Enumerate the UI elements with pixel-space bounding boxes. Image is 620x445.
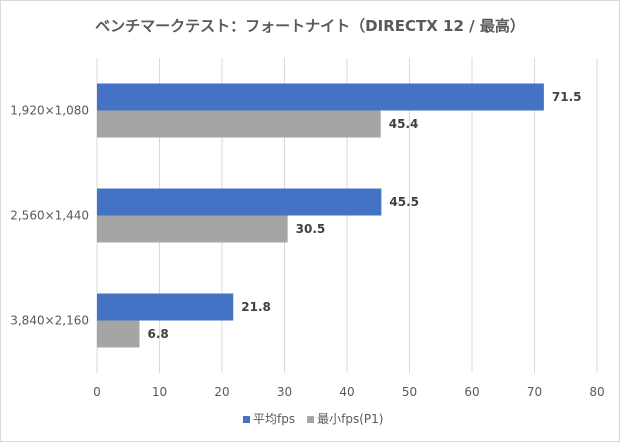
y-axis-categories: 1,920×1,080 2,560×1,440 3,840×2,160 xyxy=(10,104,89,328)
bar-min-fps xyxy=(97,320,140,348)
x-tick-label: 20 xyxy=(214,385,229,399)
x-tick-label: 80 xyxy=(589,385,604,399)
data-label: 71.5 xyxy=(552,90,582,104)
x-axis-ticks: 0 10 20 30 40 50 60 70 80 xyxy=(93,385,604,399)
y-category-label: 3,840×2,160 xyxy=(10,314,89,328)
legend-swatch xyxy=(307,416,315,423)
x-tick-label: 60 xyxy=(464,385,479,399)
legend-label: 最小fps(P1) xyxy=(317,412,383,426)
chart-title: ベンチマークテスト：フォートナイト（DIRECTX 12 / 最高） xyxy=(95,17,525,35)
x-tick-label: 70 xyxy=(527,385,542,399)
bar-min-fps xyxy=(97,110,381,138)
bar-min-fps xyxy=(97,215,288,243)
legend-swatch xyxy=(243,416,250,423)
bars: 71.5 45.4 45.5 30.5 21.8 6.8 xyxy=(97,83,582,348)
data-label: 30.5 xyxy=(296,222,326,236)
data-label: 6.8 xyxy=(148,327,169,341)
x-tick-label: 40 xyxy=(339,385,354,399)
bar-avg-fps xyxy=(97,83,544,111)
bar-avg-fps xyxy=(97,188,382,216)
x-tick-label: 50 xyxy=(402,385,417,399)
x-tick-label: 30 xyxy=(277,385,292,399)
x-tick-label: 0 xyxy=(93,385,101,399)
y-category-label: 2,560×1,440 xyxy=(10,209,89,223)
legend: 平均fps 最小fps(P1) xyxy=(243,412,383,426)
x-tick-label: 10 xyxy=(152,385,167,399)
bar-avg-fps xyxy=(97,293,234,321)
data-label: 21.8 xyxy=(241,300,271,314)
data-label: 45.4 xyxy=(389,117,419,131)
legend-label: 平均fps xyxy=(253,412,295,426)
y-category-label: 1,920×1,080 xyxy=(10,104,89,118)
data-label: 45.5 xyxy=(389,195,419,209)
